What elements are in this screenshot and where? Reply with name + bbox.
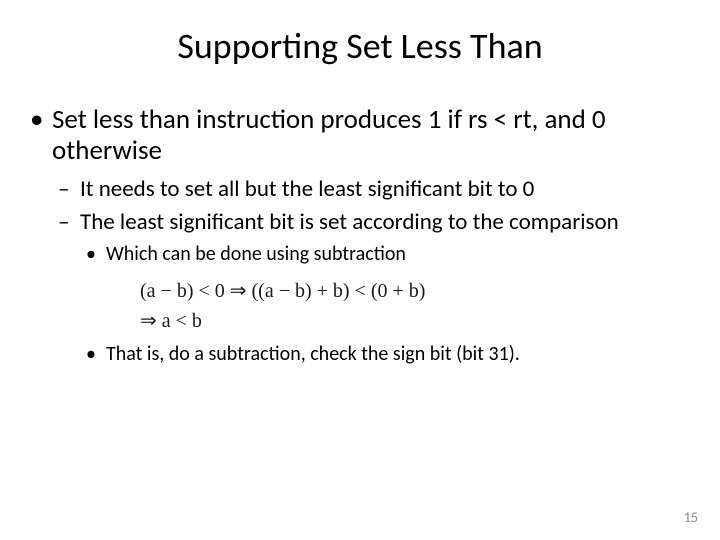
bullet-sublist-2: Which can be done using subtraction (a −… [28, 242, 692, 366]
bullet-level1: Set less than instruction produces 1 if … [28, 104, 692, 166]
bullet-sublist-1: It needs to set all but the least signif… [28, 176, 692, 366]
math-formula: (a − b) < 0 ⇒ ((a − b) + b) < (0 + b) ⇒ … [28, 276, 692, 336]
bullet-level2: It needs to set all but the least signif… [28, 176, 692, 203]
bullet-list: Set less than instruction produces 1 if … [28, 104, 692, 366]
bullet-level2: The least significant bit is set accordi… [28, 209, 692, 236]
bullet-level3: Which can be done using subtraction [28, 242, 692, 266]
page-number: 15 [684, 509, 698, 526]
formula-line-1: (a − b) < 0 ⇒ ((a − b) + b) < (0 + b) [140, 276, 692, 306]
slide-container: Supporting Set Less Than Set less than i… [0, 0, 720, 540]
formula-line-2: ⇒ a < b [140, 306, 692, 336]
bullet-level3: That is, do a subtraction, check the sig… [28, 342, 692, 366]
slide-title: Supporting Set Less Than [28, 24, 692, 68]
